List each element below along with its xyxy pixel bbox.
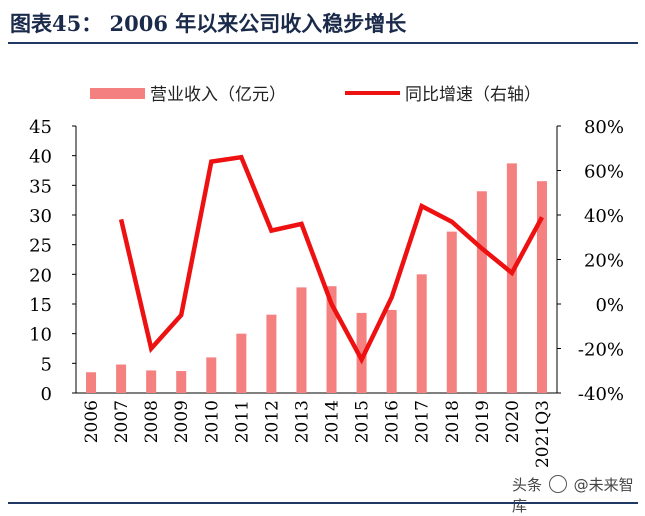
x-tick-label: 2008 [142, 400, 162, 443]
x-tick-label: 2020 [503, 400, 523, 443]
left-tick-label: 10 [29, 325, 52, 346]
revenue-bar [417, 274, 427, 393]
legend-bar-swatch [90, 88, 145, 99]
x-tick-label: 2006 [82, 400, 102, 443]
bottom-divider [8, 502, 638, 504]
x-tick-label: 2017 [413, 400, 433, 443]
x-tick-label: 2012 [262, 400, 282, 443]
x-tick-label: 2013 [292, 400, 312, 443]
left-tick-label: 45 [29, 117, 52, 138]
watermark-logo-icon [549, 475, 567, 493]
x-tick-label: 2015 [353, 400, 373, 443]
revenue-bar [477, 191, 487, 393]
x-tick-label: 2018 [443, 400, 463, 443]
revenue-bar [387, 310, 397, 393]
revenue-bar [116, 365, 126, 393]
right-tick-label: -40% [578, 384, 624, 405]
right-tick-label: 40% [584, 206, 624, 227]
watermark-prefix: 头条 [512, 476, 542, 494]
revenue-bar [86, 372, 96, 393]
left-tick-label: 15 [29, 295, 52, 316]
left-tick-label: 25 [29, 236, 52, 257]
legend-bar-label: 营业收入（亿元） [150, 85, 286, 105]
revenue-bar [146, 370, 156, 393]
revenue-bar [296, 287, 306, 393]
left-tick-label: 20 [29, 265, 52, 286]
legend-line-label: 同比增速（右轴） [405, 85, 541, 105]
revenue-bar [266, 315, 276, 393]
revenue-bar [206, 357, 216, 393]
x-tick-label: 2011 [232, 400, 252, 443]
right-tick-label: 0% [595, 295, 624, 316]
right-tick-label: 80% [584, 117, 624, 138]
bar-series [86, 163, 547, 393]
left-tick-label: 40 [29, 147, 52, 168]
x-tick-label: 2016 [383, 400, 403, 443]
x-tick-label: 2010 [202, 400, 222, 443]
revenue-bar [236, 334, 246, 393]
left-tick-label: 30 [29, 206, 52, 227]
left-tick-label: 0 [41, 384, 52, 405]
revenue-bar [507, 163, 517, 393]
right-tick-label: 20% [584, 251, 624, 272]
right-tick-label: 60% [584, 162, 624, 183]
x-tick-label: 2009 [172, 400, 192, 443]
x-tick-label: 2014 [323, 400, 343, 443]
left-tick-label: 5 [41, 354, 52, 375]
revenue-bar [537, 181, 547, 393]
left-tick-label: 35 [29, 176, 52, 197]
x-tick-label: 2007 [112, 400, 132, 443]
watermark: 头条 @未来智库 [512, 474, 645, 516]
x-tick-label: 2021Q3 [533, 400, 553, 468]
revenue-bar [176, 371, 186, 393]
revenue-bar [447, 232, 457, 393]
x-tick-label: 2019 [473, 400, 493, 443]
chart-legend: 营业收入（亿元） 同比增速（右轴） [90, 85, 541, 105]
right-tick-label: -20% [578, 340, 624, 361]
